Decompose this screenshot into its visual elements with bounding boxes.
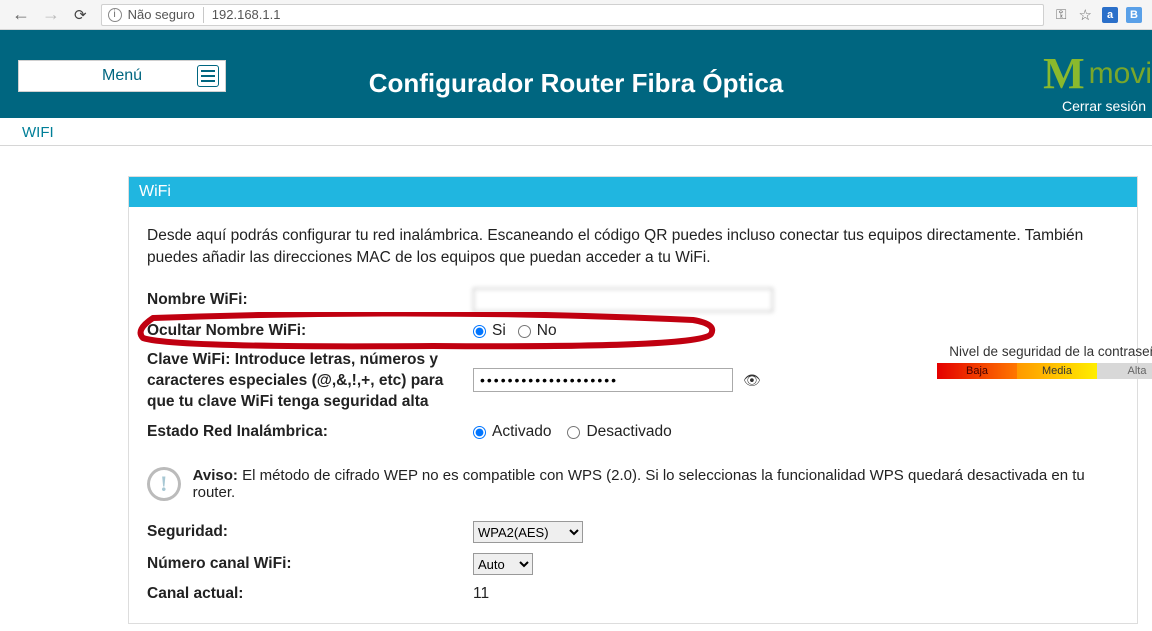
url-text: 192.168.1.1 <box>212 7 281 22</box>
security-select[interactable]: WPA2(AES) <box>473 521 583 543</box>
hide-ssid-label: Ocultar Nombre WiFi: <box>147 322 473 340</box>
ssid-input[interactable] <box>473 288 773 312</box>
hide-ssid-yes-label: Si <box>492 322 506 340</box>
hide-ssid-yes-radio[interactable] <box>473 325 486 338</box>
extension-b-icon[interactable]: B <box>1126 7 1142 23</box>
row-password: Clave WiFi: Introduce letras, números y … <box>147 350 1119 413</box>
logo-text: movi <box>1089 57 1152 91</box>
state-off-label: Desactivado <box>586 423 671 441</box>
strength-baja: Baja <box>937 363 1017 379</box>
channel-label: Número canal WiFi: <box>147 555 473 573</box>
state-on-radio[interactable] <box>473 426 486 439</box>
content-area: WiFi Desde aquí podrás configurar tu red… <box>0 146 1152 624</box>
current-channel-label: Canal actual: <box>147 585 473 603</box>
row-channel: Número canal WiFi: Auto <box>147 553 1119 575</box>
password-label: Clave WiFi: Introduce letras, números y … <box>147 350 473 413</box>
current-channel-value: 11 <box>473 585 489 603</box>
wifi-panel: WiFi Desde aquí podrás configurar tu red… <box>128 176 1138 624</box>
row-wireless-state: Estado Red Inalámbrica: Activado Desacti… <box>147 423 1119 441</box>
browser-bar: ← → ⟳ i Não seguro 192.168.1.1 ⚿ ☆ a B <box>0 0 1152 30</box>
page-title: Configurador Router Fibra Óptica <box>0 68 1152 99</box>
brand-logo: M movi <box>1043 48 1152 99</box>
hide-ssid-no-radio[interactable] <box>518 325 531 338</box>
warning-icon: ! <box>147 467 181 501</box>
strength-alta: Alta <box>1097 363 1152 379</box>
state-off-radio[interactable] <box>567 426 580 439</box>
aviso-text: Aviso: El método de cifrado WEP no es co… <box>193 467 1119 501</box>
aviso-label: Aviso: <box>193 467 238 484</box>
reload-icon[interactable]: ⟳ <box>66 6 95 24</box>
intro-text: Desde aquí podrás configurar tu red inal… <box>147 225 1119 268</box>
extension-a-icon[interactable]: a <box>1102 7 1118 23</box>
forward-icon[interactable]: → <box>36 4 66 25</box>
strength-title: Nivel de seguridad de la contraseña <box>937 344 1152 359</box>
channel-select[interactable]: Auto <box>473 553 533 575</box>
header: Menú Configurador Router Fibra Óptica M … <box>0 30 1152 118</box>
insecure-label: Não seguro <box>128 7 195 22</box>
logout-link[interactable]: Cerrar sesión <box>1062 98 1146 114</box>
tab-wifi[interactable]: WIFI <box>8 120 68 145</box>
back-icon[interactable]: ← <box>6 4 36 25</box>
aviso-body: El método de cifrado WEP no es compatibl… <box>193 467 1085 501</box>
tab-row: WIFI <box>0 118 1152 146</box>
security-label: Seguridad: <box>147 523 473 541</box>
key-icon[interactable]: ⚿ <box>1050 6 1073 23</box>
address-bar[interactable]: i Não seguro 192.168.1.1 <box>101 4 1044 26</box>
row-current-channel: Canal actual: 11 <box>147 585 1119 603</box>
password-input[interactable] <box>473 368 733 392</box>
row-security: Seguridad: WPA2(AES) <box>147 521 1119 543</box>
state-on-label: Activado <box>492 423 551 441</box>
toggle-password-icon[interactable]: 👁 <box>743 372 761 389</box>
hide-ssid-no-label: No <box>537 322 557 340</box>
strength-media: Media <box>1017 363 1097 379</box>
wireless-state-label: Estado Red Inalámbrica: <box>147 423 473 441</box>
row-ssid: Nombre WiFi: <box>147 288 1119 312</box>
ssid-label: Nombre WiFi: <box>147 291 473 309</box>
aviso-row: ! Aviso: El método de cifrado WEP no es … <box>147 467 1119 501</box>
bookmark-star-icon[interactable]: ☆ <box>1073 6 1098 24</box>
panel-title: WiFi <box>129 177 1137 207</box>
info-icon: i <box>108 8 122 22</box>
password-strength: Nivel de seguridad de la contraseña Baja… <box>937 344 1152 379</box>
row-hide-ssid: Ocultar Nombre WiFi: Si No <box>147 322 1119 340</box>
logo-m-icon: M <box>1043 48 1085 99</box>
